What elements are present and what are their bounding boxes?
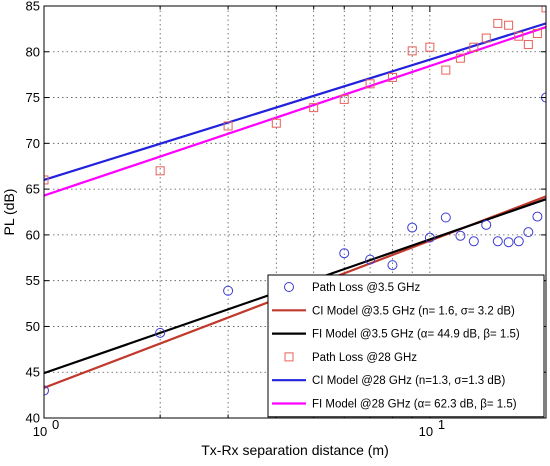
plot-content: [44, 6, 546, 396]
data-point-circle: [223, 285, 234, 296]
data-point-circle: [532, 211, 543, 222]
data-point-circle: [492, 236, 503, 247]
data-point-circle: [455, 230, 466, 241]
data-point-circle: [155, 327, 166, 338]
series-line-4: [44, 22, 546, 182]
data-point-circle: [424, 232, 435, 243]
y-tick-label: 45: [26, 365, 40, 380]
data-point-square: [481, 33, 491, 43]
legend-label: CI Model @28 GHz (n=1.3, σ=1.3 dB): [312, 375, 505, 387]
legend-label: FI Model @3.5 GHz (α= 44.9 dB, β= 1.5): [312, 329, 520, 341]
y-tick-label: 50: [26, 319, 40, 334]
x-axis-label: Tx-Rx separation distance (m): [201, 442, 389, 458]
data-point-square: [387, 72, 397, 82]
data-point-circle: [468, 236, 479, 247]
y-tick-label: 75: [26, 90, 40, 105]
data-point-square: [155, 166, 165, 176]
legend-label: Path Loss @3.5 GHz: [312, 282, 420, 294]
data-point-square: [469, 42, 479, 52]
legend-swatch-square: [284, 352, 294, 362]
x-tick-exponent: 0: [52, 417, 59, 432]
data-point-circle: [44, 385, 49, 396]
data-point-circle: [387, 260, 398, 271]
y-tick-label: 70: [26, 136, 40, 151]
y-tick-label: 65: [26, 182, 40, 197]
data-point-square: [514, 31, 524, 41]
data-point-circle: [440, 212, 451, 223]
data-point-square: [493, 18, 503, 28]
y-tick-label: 60: [26, 227, 40, 242]
y-tick-label: 55: [26, 273, 40, 288]
data-point-square: [271, 118, 281, 128]
y-tick-label: 40: [26, 411, 40, 426]
legend-label: CI Model @3.5 GHz (n= 1.6, σ= 3.2 dB): [312, 305, 515, 317]
data-point-circle: [503, 237, 514, 248]
plot-frame: [43, 5, 547, 419]
data-point-circle: [513, 236, 524, 247]
data-point-circle: [339, 248, 350, 259]
y-axis-label: PL (dB): [1, 189, 17, 236]
series-layer: [44, 6, 546, 396]
legend-label: Path Loss @28 GHz: [312, 352, 417, 364]
data-point-circle: [481, 219, 492, 230]
data-point-square: [504, 20, 514, 30]
data-point-square: [365, 79, 375, 89]
x-tick-label: 10: [33, 424, 47, 439]
x-tick-label: 10: [419, 424, 433, 439]
data-point-square: [532, 28, 542, 38]
data-point-square: [309, 103, 319, 113]
data-point-square: [223, 121, 233, 131]
data-point-square: [425, 42, 435, 52]
data-point-circle: [365, 254, 376, 265]
data-point-circle: [523, 227, 534, 238]
data-point-square: [455, 53, 465, 63]
data-point-square: [541, 6, 546, 13]
data-point-square: [441, 65, 451, 75]
legend-box: [267, 274, 545, 418]
data-point-square: [523, 39, 533, 49]
legend: Path Loss @3.5 GHz CI Model @3.5 GHz (n= …: [267, 274, 545, 418]
legend-label: FI Model @28 GHz (α= 62.3 dB, β= 1.5): [312, 399, 517, 411]
legend-swatch-circle: [284, 282, 294, 292]
x-tick-exponent: 1: [438, 417, 445, 432]
data-point-square: [339, 94, 349, 104]
data-point-square: [44, 175, 49, 185]
y-tick-label: 85: [26, 0, 40, 14]
series-line-5: [44, 26, 546, 197]
data-point-circle: [407, 222, 418, 233]
data-point-square: [407, 46, 417, 56]
y-tick-label: 80: [26, 44, 40, 59]
